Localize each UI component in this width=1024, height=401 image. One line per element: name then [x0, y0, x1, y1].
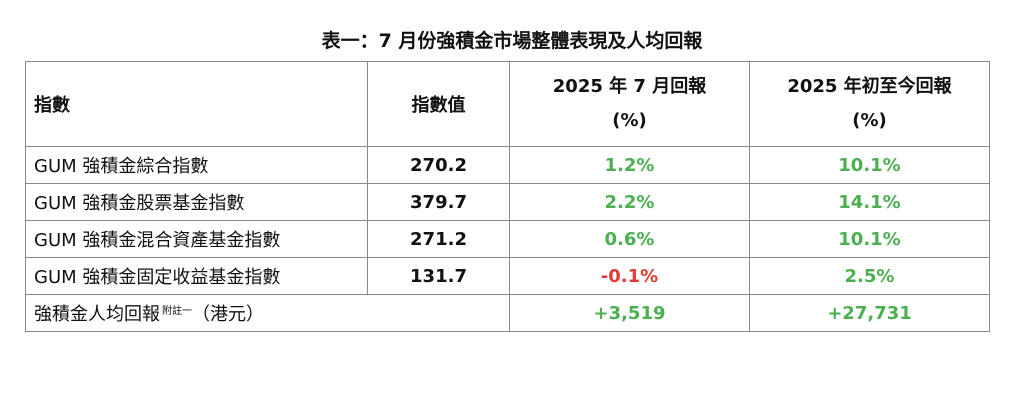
index-value: 131.7 [367, 257, 510, 295]
per-capita-unit: （港元） [192, 304, 264, 325]
header-ytd-return-label: 2025 年初至今回報 [787, 76, 952, 97]
table-row: GUM 強積金綜合指數 270.2 1.2% 10.1% [25, 146, 990, 184]
month-return: 2.2% [509, 183, 750, 221]
table-row: GUM 強積金固定收益基金指數 131.7 -0.1% 2.5% [25, 257, 990, 295]
per-capita-ytd-return: +27,731 [749, 294, 990, 332]
month-return: 0.6% [509, 220, 750, 258]
ytd-return: 10.1% [749, 146, 990, 184]
header-ytd-return-unit: (%) [852, 110, 887, 131]
footnote-marker: 附註一 [162, 306, 192, 317]
per-capita-month-return: +3,519 [509, 294, 750, 332]
month-return: -0.1% [509, 257, 750, 295]
header-month-return: 2025 年 7 月回報 (%) [509, 61, 750, 147]
mpf-performance-table: 指數 指數值 2025 年 7 月回報 (%) 2025 年初至今回報 (%) … [25, 61, 990, 332]
index-name: GUM 強積金混合資產基金指數 [25, 220, 368, 258]
ytd-return: 10.1% [749, 220, 990, 258]
index-name: GUM 強積金綜合指數 [25, 146, 368, 184]
index-value: 379.7 [367, 183, 510, 221]
table-title: 表一：7 月份強積金市場整體表現及人均回報 [321, 30, 703, 52]
per-capita-label-cell: 強積金人均回報 附註一（港元） [25, 294, 510, 332]
per-capita-label: 強積金人均回報 [34, 304, 160, 325]
index-value: 270.2 [367, 146, 510, 184]
table-row: GUM 強積金股票基金指數 379.7 2.2% 14.1% [25, 183, 990, 221]
month-return: 1.2% [509, 146, 750, 184]
index-name: GUM 強積金固定收益基金指數 [25, 257, 368, 295]
ytd-return: 2.5% [749, 257, 990, 295]
header-index: 指數 [25, 61, 368, 147]
table-header-row: 指數 指數值 2025 年 7 月回報 (%) 2025 年初至今回報 (%) [25, 61, 990, 147]
header-month-return-unit: (%) [612, 110, 647, 131]
header-month-return-label: 2025 年 7 月回報 [552, 76, 707, 97]
header-index-value: 指數值 [367, 61, 510, 147]
header-ytd-return: 2025 年初至今回報 (%) [749, 61, 990, 147]
ytd-return: 14.1% [749, 183, 990, 221]
index-name: GUM 強積金股票基金指數 [25, 183, 368, 221]
table-row: GUM 強積金混合資產基金指數 271.2 0.6% 10.1% [25, 220, 990, 258]
per-capita-row: 強積金人均回報 附註一（港元） +3,519 +27,731 [25, 294, 990, 332]
index-value: 271.2 [367, 220, 510, 258]
